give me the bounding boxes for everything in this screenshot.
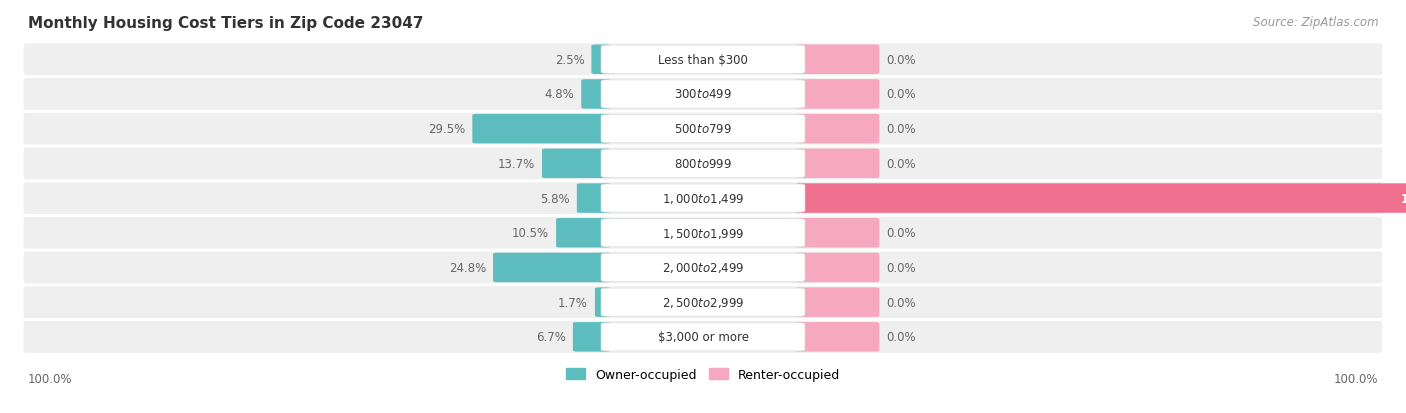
FancyBboxPatch shape bbox=[600, 254, 806, 282]
Text: 29.5%: 29.5% bbox=[429, 123, 465, 136]
Text: 6.7%: 6.7% bbox=[536, 330, 567, 344]
Text: $500 to $799: $500 to $799 bbox=[673, 123, 733, 136]
Text: $1,000 to $1,499: $1,000 to $1,499 bbox=[662, 192, 744, 206]
FancyBboxPatch shape bbox=[600, 219, 806, 247]
FancyBboxPatch shape bbox=[24, 114, 1382, 145]
FancyBboxPatch shape bbox=[576, 184, 610, 213]
Text: 0.0%: 0.0% bbox=[886, 123, 915, 136]
FancyBboxPatch shape bbox=[600, 288, 806, 316]
FancyBboxPatch shape bbox=[796, 253, 879, 282]
Legend: Owner-occupied, Renter-occupied: Owner-occupied, Renter-occupied bbox=[561, 363, 845, 386]
FancyBboxPatch shape bbox=[581, 80, 610, 109]
Text: 1.7%: 1.7% bbox=[558, 296, 588, 309]
FancyBboxPatch shape bbox=[600, 150, 806, 178]
FancyBboxPatch shape bbox=[595, 288, 610, 317]
FancyBboxPatch shape bbox=[796, 80, 879, 109]
Text: 2.5%: 2.5% bbox=[555, 54, 585, 66]
FancyBboxPatch shape bbox=[494, 253, 610, 282]
FancyBboxPatch shape bbox=[796, 115, 879, 144]
FancyBboxPatch shape bbox=[24, 148, 1382, 180]
Text: $300 to $499: $300 to $499 bbox=[673, 88, 733, 101]
Text: 4.8%: 4.8% bbox=[544, 88, 575, 101]
Text: 100.0%: 100.0% bbox=[28, 372, 72, 385]
Text: $1,500 to $1,999: $1,500 to $1,999 bbox=[662, 226, 744, 240]
FancyBboxPatch shape bbox=[24, 217, 1382, 249]
FancyBboxPatch shape bbox=[24, 79, 1382, 111]
Text: $3,000 or more: $3,000 or more bbox=[658, 330, 748, 344]
FancyBboxPatch shape bbox=[24, 287, 1382, 318]
Text: 0.0%: 0.0% bbox=[886, 157, 915, 171]
FancyBboxPatch shape bbox=[600, 81, 806, 109]
FancyBboxPatch shape bbox=[24, 321, 1382, 353]
Text: Monthly Housing Cost Tiers in Zip Code 23047: Monthly Housing Cost Tiers in Zip Code 2… bbox=[28, 16, 423, 31]
Text: 100.0%: 100.0% bbox=[1334, 372, 1378, 385]
FancyBboxPatch shape bbox=[600, 323, 806, 351]
Text: 13.7%: 13.7% bbox=[498, 157, 536, 171]
FancyBboxPatch shape bbox=[796, 218, 879, 248]
Text: 0.0%: 0.0% bbox=[886, 54, 915, 66]
Text: 24.8%: 24.8% bbox=[449, 261, 486, 274]
FancyBboxPatch shape bbox=[796, 184, 1406, 213]
FancyBboxPatch shape bbox=[541, 149, 610, 179]
FancyBboxPatch shape bbox=[24, 44, 1382, 76]
Text: $800 to $999: $800 to $999 bbox=[673, 157, 733, 171]
FancyBboxPatch shape bbox=[472, 115, 610, 144]
FancyBboxPatch shape bbox=[600, 115, 806, 143]
FancyBboxPatch shape bbox=[592, 45, 610, 75]
Text: 0.0%: 0.0% bbox=[886, 296, 915, 309]
FancyBboxPatch shape bbox=[796, 288, 879, 317]
FancyBboxPatch shape bbox=[600, 46, 806, 74]
Text: $2,000 to $2,499: $2,000 to $2,499 bbox=[662, 261, 744, 275]
Text: 100.0%: 100.0% bbox=[1400, 192, 1406, 205]
Text: Less than $300: Less than $300 bbox=[658, 54, 748, 66]
Text: 0.0%: 0.0% bbox=[886, 261, 915, 274]
FancyBboxPatch shape bbox=[796, 149, 879, 179]
Text: 5.8%: 5.8% bbox=[540, 192, 569, 205]
FancyBboxPatch shape bbox=[600, 185, 806, 213]
Text: 0.0%: 0.0% bbox=[886, 227, 915, 240]
FancyBboxPatch shape bbox=[796, 45, 879, 75]
FancyBboxPatch shape bbox=[572, 322, 610, 352]
Text: Source: ZipAtlas.com: Source: ZipAtlas.com bbox=[1253, 16, 1378, 29]
FancyBboxPatch shape bbox=[796, 322, 879, 352]
FancyBboxPatch shape bbox=[557, 218, 610, 248]
Text: 10.5%: 10.5% bbox=[512, 227, 550, 240]
Text: 0.0%: 0.0% bbox=[886, 88, 915, 101]
Text: $2,500 to $2,999: $2,500 to $2,999 bbox=[662, 295, 744, 309]
Text: 0.0%: 0.0% bbox=[886, 330, 915, 344]
FancyBboxPatch shape bbox=[24, 252, 1382, 284]
FancyBboxPatch shape bbox=[24, 183, 1382, 214]
